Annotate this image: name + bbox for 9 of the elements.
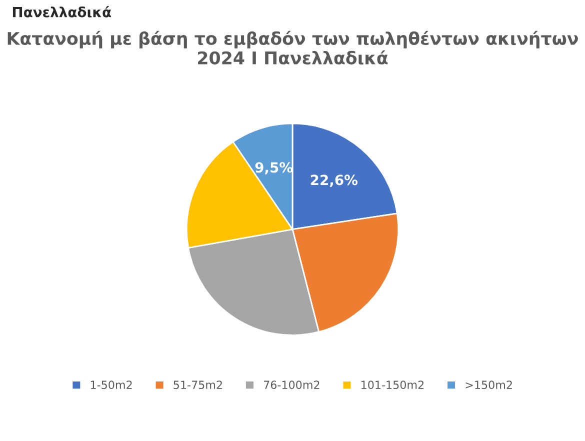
- legend-label: 76-100m2: [264, 380, 320, 390]
- legend-label: 1-50m2: [90, 380, 132, 390]
- chart-title: Κατανομή με βάση το εμβαδόν των πωληθέντων ακινήτων 2024 I Πανελλαδικά: [8, 30, 578, 65]
- legend-label: >150m2: [466, 380, 512, 390]
- legend-label: 101-150m2: [362, 380, 424, 390]
- data-label: 9,5%: [255, 162, 293, 174]
- data-label: 22,6%: [310, 174, 358, 187]
- legend-label: 51-75m2: [174, 380, 222, 390]
- text: Πανελλαδικά: [12, 6, 111, 18]
